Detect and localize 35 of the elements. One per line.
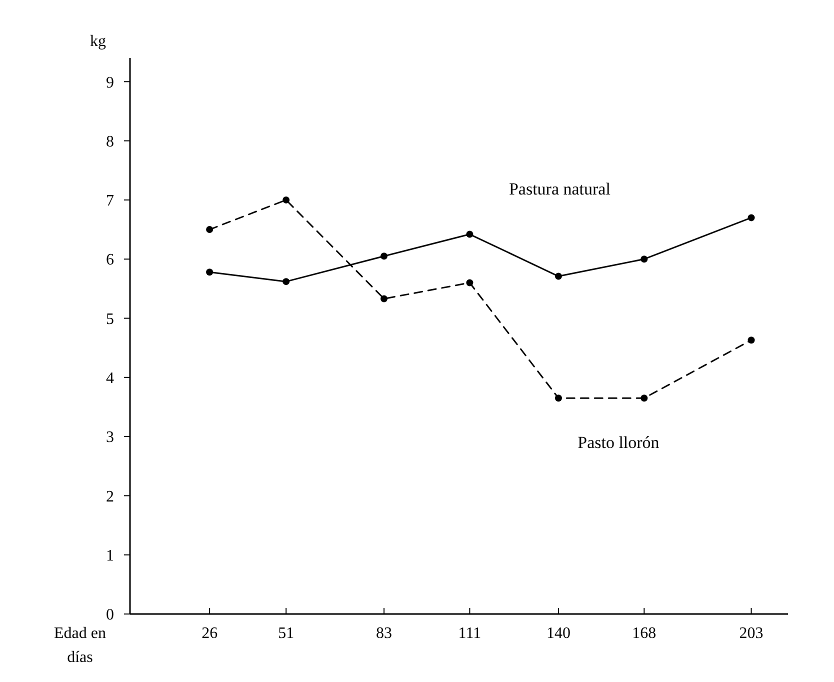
point	[282, 196, 290, 204]
point	[640, 256, 648, 263]
point	[554, 272, 562, 280]
y-tick-label: 8	[106, 133, 114, 150]
y-tick-label: 1	[106, 547, 114, 564]
point	[466, 279, 474, 286]
x-tick-label: 140	[546, 625, 570, 642]
y-tick-label: 7	[106, 192, 114, 210]
x-tick-label: 26	[202, 625, 218, 642]
point	[206, 226, 214, 234]
y-axis-title: kg	[90, 33, 106, 50]
x-axis-title: Edad en días	[54, 625, 106, 666]
point	[748, 336, 755, 344]
y-tick-label: 6	[106, 252, 114, 269]
y-tick-label: 3	[106, 429, 114, 446]
y-tick-label: 5	[106, 310, 114, 328]
text: Pastura natural	[508, 179, 611, 198]
y-tick-label: 2	[106, 488, 114, 506]
x-tick-label: 203	[739, 625, 764, 642]
text: Pasto llorón	[578, 433, 660, 452]
point	[380, 252, 388, 260]
point	[640, 394, 648, 402]
point	[748, 214, 755, 222]
y-tick-label: 4	[106, 370, 114, 388]
x-tick-label: 83	[376, 625, 392, 642]
point	[466, 230, 474, 238]
point	[554, 394, 562, 402]
x-tick-label: 111	[458, 625, 482, 642]
y-tick-label: 0	[106, 606, 114, 624]
x-tick-label: 51	[278, 625, 294, 642]
y-tick-label: 9	[106, 74, 114, 92]
point	[282, 278, 290, 286]
point	[206, 268, 214, 276]
point	[380, 295, 388, 302]
x-tick-label: 168	[632, 625, 656, 642]
